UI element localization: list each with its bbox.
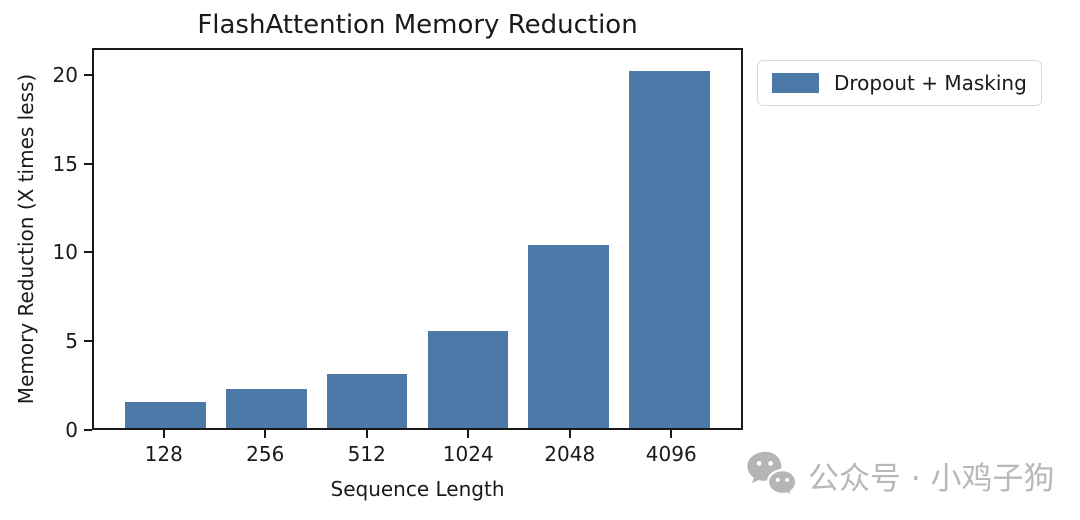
x-tick-mark <box>670 430 673 438</box>
legend-label: Dropout + Masking <box>834 71 1027 95</box>
x-tick-slot-4096 <box>621 430 723 438</box>
y-tick-label-10: 10 <box>52 240 78 265</box>
plot-area <box>92 48 743 430</box>
bar-1024 <box>427 331 509 428</box>
y-tick-label-15: 15 <box>52 151 78 176</box>
x-tick-mark <box>162 430 165 438</box>
x-tick-label-2048: 2048 <box>544 442 596 466</box>
wechat-icon <box>747 451 798 499</box>
bar-256 <box>225 389 307 428</box>
y-tick-mark-10 <box>84 251 92 254</box>
x-tick-label-1024: 1024 <box>442 442 494 466</box>
watermark: 公众号 · 小鸡子狗 <box>745 450 1055 500</box>
x-tick-mark <box>264 430 267 438</box>
x-tick-mark <box>365 430 368 438</box>
legend-swatch <box>772 73 819 93</box>
bar-slot-128 <box>115 50 216 428</box>
y-tick-marks <box>84 48 92 431</box>
x-tick-label-512: 512 <box>347 442 386 466</box>
chart-title: FlashAttention Memory Reduction <box>197 10 638 40</box>
bar-128 <box>125 401 206 428</box>
y-tick-mark-20 <box>84 73 92 76</box>
x-tick-slot-256 <box>215 430 317 438</box>
x-tick-labels: 128 256 512 1024 2048 4096 <box>92 442 743 466</box>
x-tick-label-128: 128 <box>144 442 183 466</box>
y-tick-label-5: 5 <box>65 329 78 354</box>
bar-2048 <box>528 245 610 428</box>
y-tick-label-20: 20 <box>52 62 78 87</box>
x-tick-slot-512 <box>316 430 418 438</box>
bar-slot-256 <box>216 50 317 428</box>
legend: Dropout + Masking <box>757 60 1042 106</box>
x-tick-label-256: 256 <box>246 442 285 466</box>
bar-slot-2048 <box>518 50 619 428</box>
x-tick-marks <box>92 430 743 438</box>
bar-slot-1024 <box>417 50 518 428</box>
bar-512 <box>326 373 408 428</box>
x-axis-label: Sequence Length <box>330 477 505 501</box>
x-tick-mark <box>568 430 571 438</box>
y-tick-labels: 0 5 10 15 20 <box>0 48 78 441</box>
watermark-text: 公众号 · 小鸡子狗 <box>808 460 1055 497</box>
bar-slot-4096 <box>619 50 720 428</box>
bar-slot-512 <box>317 50 418 428</box>
x-tick-slot-128 <box>113 430 215 438</box>
x-tick-mark <box>467 430 470 438</box>
y-tick-mark-0 <box>84 429 92 431</box>
x-tick-label-4096: 4096 <box>645 442 697 466</box>
y-tick-label-0: 0 <box>65 418 78 442</box>
y-tick-mark-15 <box>84 162 92 165</box>
x-tick-slot-2048 <box>519 430 621 438</box>
y-tick-mark-5 <box>84 340 92 343</box>
x-tick-slot-1024 <box>418 430 520 438</box>
bar-4096 <box>629 71 710 428</box>
bars-container <box>94 50 741 428</box>
